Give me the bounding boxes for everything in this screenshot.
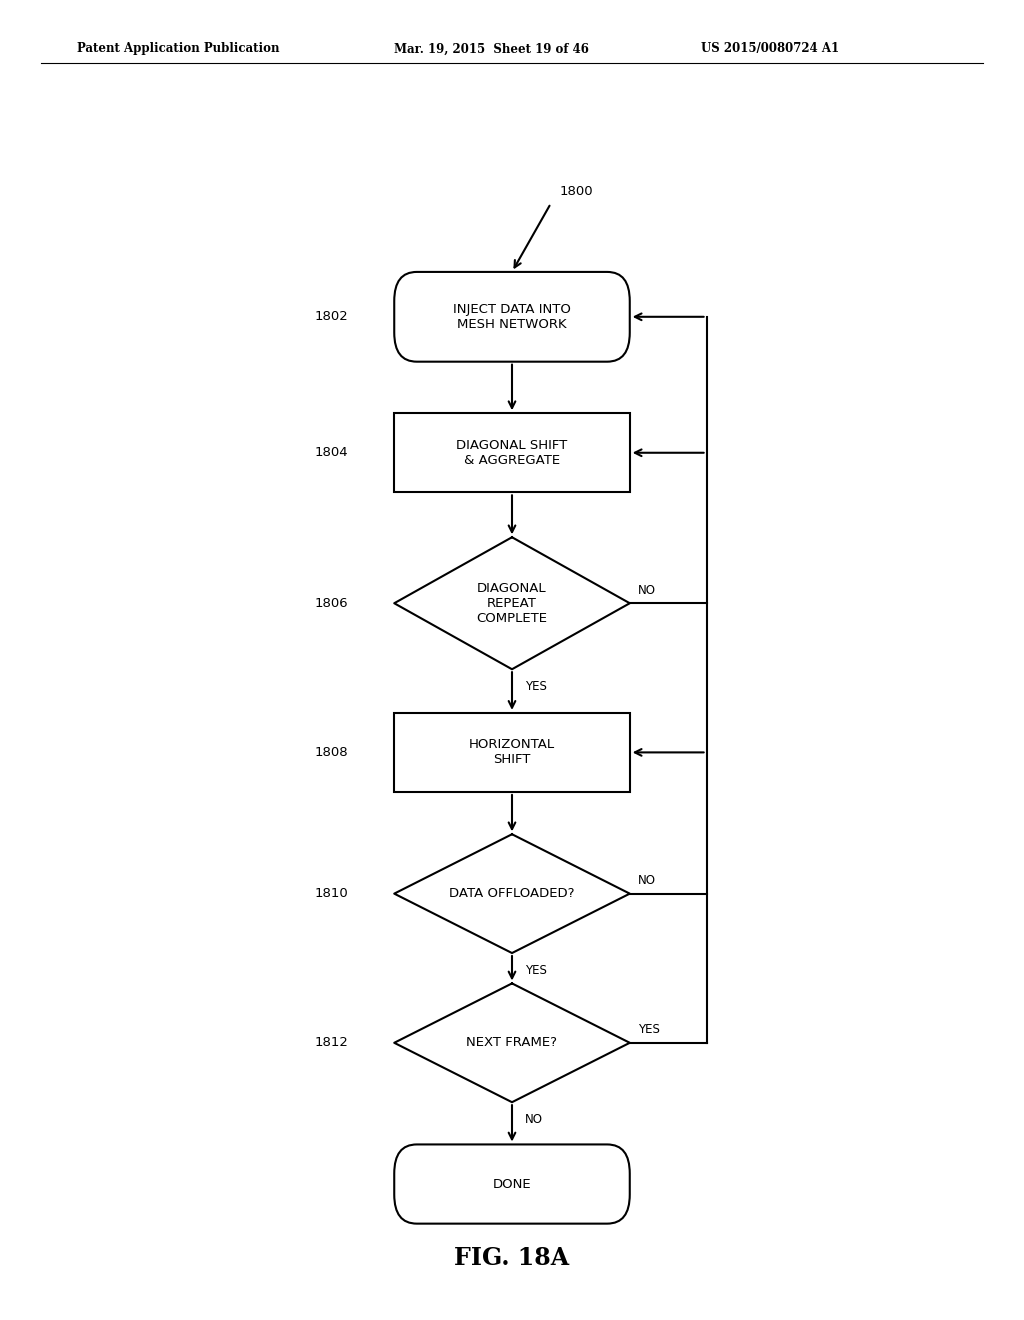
Text: FIG. 18A: FIG. 18A: [455, 1246, 569, 1270]
Bar: [394, 413, 630, 492]
Bar: [394, 713, 630, 792]
Text: 1812: 1812: [314, 1036, 348, 1049]
Polygon shape: [394, 983, 630, 1102]
Text: NEXT FRAME?: NEXT FRAME?: [467, 1036, 557, 1049]
Text: NO: NO: [638, 874, 656, 887]
Polygon shape: [394, 834, 630, 953]
Text: 1810: 1810: [314, 887, 348, 900]
Text: DATA OFFLOADED?: DATA OFFLOADED?: [450, 887, 574, 900]
Text: DIAGONAL SHIFT
& AGGREGATE: DIAGONAL SHIFT & AGGREGATE: [457, 438, 567, 467]
Text: NO: NO: [638, 583, 656, 597]
Text: YES: YES: [525, 964, 547, 977]
Text: 1806: 1806: [314, 597, 348, 610]
Text: Patent Application Publication: Patent Application Publication: [77, 42, 280, 55]
Text: US 2015/0080724 A1: US 2015/0080724 A1: [701, 42, 840, 55]
FancyBboxPatch shape: [394, 1144, 630, 1224]
Text: DIAGONAL
REPEAT
COMPLETE: DIAGONAL REPEAT COMPLETE: [476, 582, 548, 624]
Text: 1804: 1804: [314, 446, 348, 459]
Text: YES: YES: [525, 680, 547, 693]
Text: INJECT DATA INTO
MESH NETWORK: INJECT DATA INTO MESH NETWORK: [453, 302, 571, 331]
Text: HORIZONTAL
SHIFT: HORIZONTAL SHIFT: [469, 738, 555, 767]
Text: 1808: 1808: [314, 746, 348, 759]
Text: NO: NO: [525, 1113, 544, 1126]
Text: YES: YES: [638, 1023, 659, 1036]
FancyBboxPatch shape: [394, 272, 630, 362]
Polygon shape: [394, 537, 630, 669]
Text: DONE: DONE: [493, 1177, 531, 1191]
Text: 1800: 1800: [559, 185, 593, 198]
Text: Mar. 19, 2015  Sheet 19 of 46: Mar. 19, 2015 Sheet 19 of 46: [394, 42, 589, 55]
Text: 1802: 1802: [314, 310, 348, 323]
